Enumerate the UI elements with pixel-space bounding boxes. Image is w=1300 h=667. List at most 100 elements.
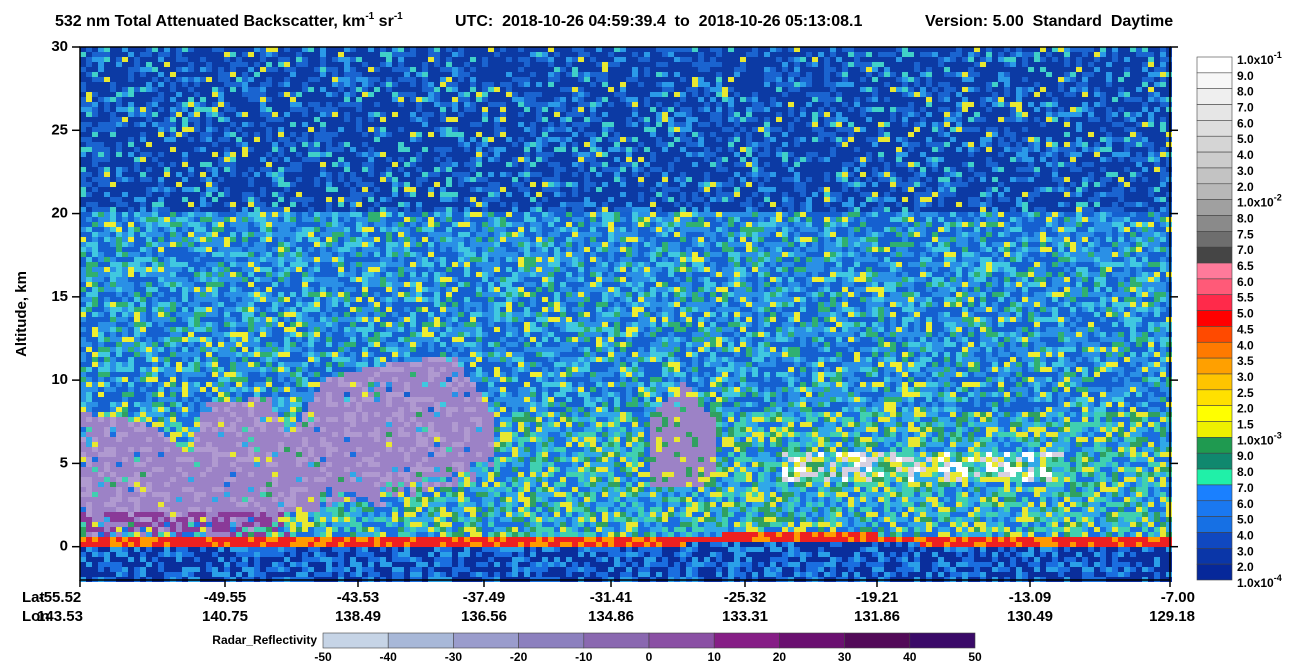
- pixel: [248, 377, 254, 382]
- pixel: [296, 397, 302, 402]
- pixel: [176, 307, 182, 312]
- pixel: [170, 432, 176, 437]
- pixel: [332, 52, 338, 57]
- pixel: [266, 277, 272, 282]
- pixel: [230, 82, 236, 87]
- pixel: [182, 272, 188, 277]
- pixel: [98, 87, 104, 92]
- pixel: [212, 522, 218, 527]
- pixel: [224, 322, 230, 327]
- pixel: [326, 327, 332, 332]
- pixel: [116, 62, 122, 67]
- pixel: [266, 402, 272, 407]
- pixel: [266, 137, 272, 142]
- pixel: [296, 87, 302, 92]
- pixel: [272, 257, 278, 262]
- pixel: [86, 317, 92, 322]
- pixel: [350, 267, 356, 272]
- pixel: [332, 467, 338, 472]
- pixel: [80, 67, 86, 72]
- pixel: [224, 562, 230, 567]
- pixel: [260, 442, 266, 447]
- pixel: [344, 367, 350, 372]
- pixel: [176, 87, 182, 92]
- pixel: [200, 262, 206, 267]
- pixel: [320, 472, 326, 477]
- pixel: [230, 437, 236, 442]
- pixel: [314, 157, 320, 162]
- pixel: [116, 177, 122, 182]
- pixel: [284, 402, 290, 407]
- pixel: [116, 462, 122, 467]
- pixel: [242, 192, 248, 197]
- pixel: [134, 232, 140, 237]
- pixel: [260, 512, 266, 517]
- pixel: [134, 402, 140, 407]
- pixel: [326, 112, 332, 117]
- pixel: [278, 182, 284, 187]
- pixel: [218, 147, 224, 152]
- pixel: [212, 402, 218, 407]
- pixel: [128, 142, 134, 147]
- pixel: [98, 497, 104, 502]
- pixel: [272, 162, 278, 167]
- pixel: [116, 242, 122, 247]
- pixel: [326, 132, 332, 137]
- pixel: [344, 117, 350, 122]
- pixel: [290, 447, 296, 452]
- pixel: [188, 92, 194, 97]
- pixel: [98, 512, 104, 517]
- pixel: [164, 412, 170, 417]
- pixel: [80, 327, 86, 332]
- pixel: [254, 307, 260, 312]
- pixel: [266, 347, 272, 352]
- pixel: [176, 297, 182, 302]
- pixel: [218, 67, 224, 72]
- pixel: [266, 232, 272, 237]
- pixel: [140, 162, 146, 167]
- pixel: [170, 437, 176, 442]
- pixel: [230, 562, 236, 567]
- pixel: [272, 347, 278, 352]
- pixel: [266, 92, 272, 97]
- pixel: [284, 367, 290, 372]
- pixel: [140, 52, 146, 57]
- pixel: [164, 142, 170, 147]
- pixel: [230, 417, 236, 422]
- pixel: [170, 422, 176, 427]
- pixel: [206, 362, 212, 367]
- pixel: [344, 282, 350, 287]
- pixel: [332, 452, 338, 457]
- pixel: [278, 497, 284, 502]
- pixel: [116, 477, 122, 482]
- pixel: [104, 342, 110, 347]
- pixel: [338, 532, 344, 537]
- pixel: [308, 132, 314, 137]
- pixel: [356, 287, 362, 292]
- pixel: [242, 367, 248, 372]
- pixel: [254, 277, 260, 282]
- pixel: [356, 217, 362, 222]
- pixel: [224, 132, 230, 137]
- pixel: [326, 212, 332, 217]
- pixel: [146, 147, 152, 152]
- pixel: [92, 512, 98, 517]
- pixel: [290, 177, 296, 182]
- pixel: [344, 522, 350, 527]
- pixel: [290, 172, 296, 177]
- pixel: [308, 557, 314, 562]
- pixel: [188, 557, 194, 562]
- pixel: [332, 282, 338, 287]
- pixel: [242, 467, 248, 472]
- pixel: [86, 377, 92, 382]
- pixel: [218, 492, 224, 497]
- pixel: [206, 372, 212, 377]
- pixel: [242, 117, 248, 122]
- pixel: [200, 212, 206, 217]
- pixel: [206, 237, 212, 242]
- pixel: [152, 402, 158, 407]
- pixel: [314, 432, 320, 437]
- pixel: [260, 477, 266, 482]
- pixel: [260, 422, 266, 427]
- pixel: [188, 172, 194, 177]
